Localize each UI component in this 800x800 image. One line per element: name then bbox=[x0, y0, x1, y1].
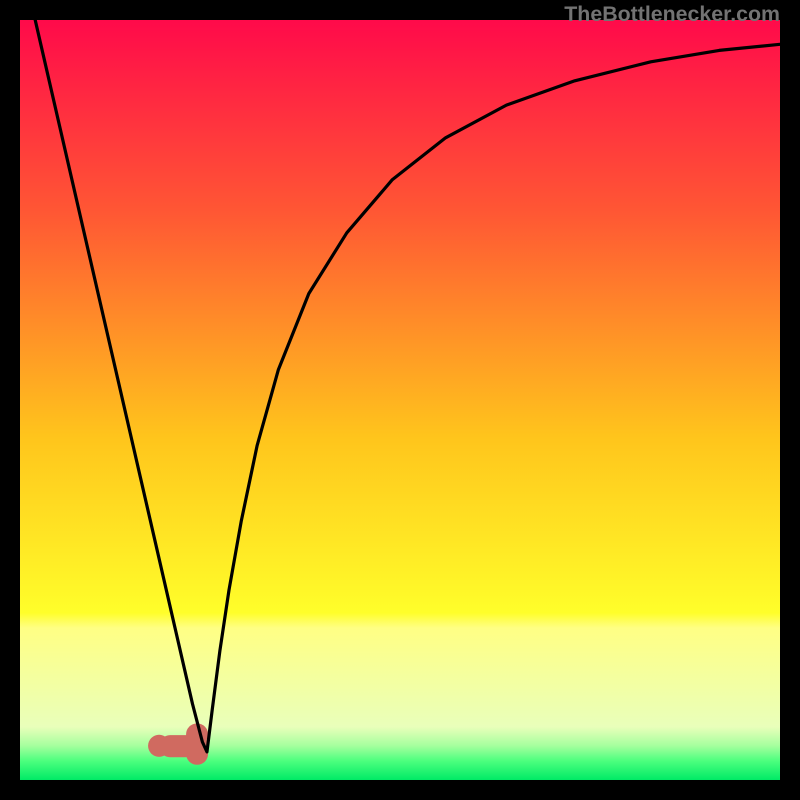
gradient-background bbox=[20, 20, 780, 780]
chart-plot bbox=[20, 20, 780, 780]
watermark: TheBottlenecker.com bbox=[564, 2, 780, 27]
chart-frame: TheBottlenecker.com bbox=[0, 0, 800, 800]
